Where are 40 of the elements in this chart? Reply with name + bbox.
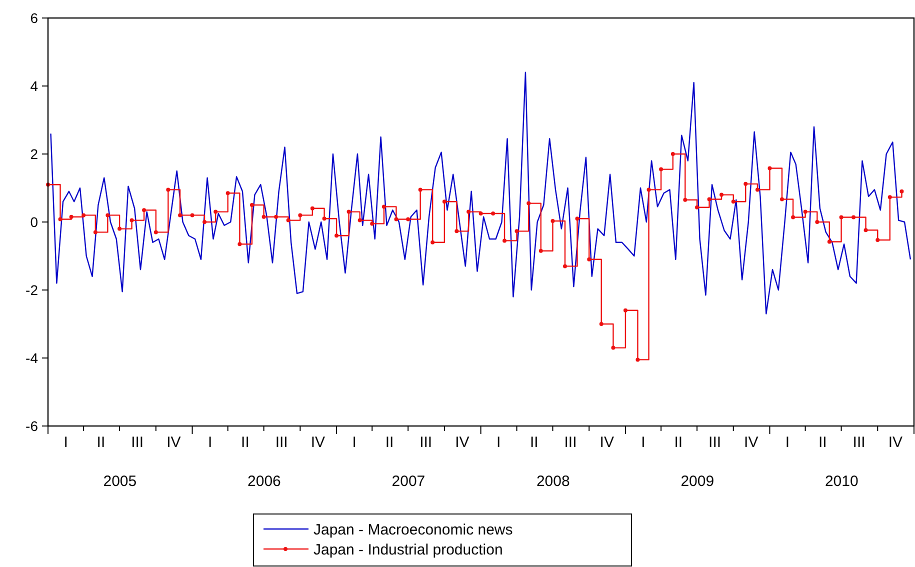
text: III <box>852 434 866 451</box>
text: III <box>564 434 577 451</box>
text: I <box>785 434 790 451</box>
text: IV <box>455 434 470 451</box>
text: I <box>64 434 68 451</box>
legend-label: Japan - Industrial production <box>314 541 503 558</box>
x-tick-label: 2008 <box>536 473 570 490</box>
text: II <box>674 434 683 451</box>
x-tick-label: 2010 <box>824 473 858 490</box>
text: IV <box>310 434 326 451</box>
y-tick-label: -4 <box>26 350 38 366</box>
text: III <box>420 434 432 451</box>
x-tick-label: 2005 <box>103 473 137 490</box>
text: II <box>818 434 827 451</box>
y-tick-label: -6 <box>26 418 38 434</box>
text: I <box>352 434 356 451</box>
text: I <box>641 434 646 451</box>
text: III <box>708 434 722 451</box>
text: IV <box>600 434 614 451</box>
legend-label: Japan - Macroeconomic news <box>314 521 513 538</box>
text: IV <box>166 434 181 451</box>
text: I <box>208 434 212 451</box>
text: II <box>530 434 538 451</box>
y-tick-label: 6 <box>30 10 38 26</box>
x-tick-label: 2009 <box>680 473 714 490</box>
text: II <box>241 434 250 451</box>
line-series <box>50 72 912 314</box>
text: II <box>96 434 106 451</box>
x-tick-label: 2006 <box>248 473 281 490</box>
x-tick-label: 2007 <box>392 473 426 490</box>
y-tick-label: 0 <box>30 214 38 230</box>
text: IV <box>744 434 758 451</box>
y-tick-label: -2 <box>26 282 38 298</box>
text: III <box>131 434 144 451</box>
y-tick-label: 4 <box>30 78 38 94</box>
text: IV <box>888 434 903 451</box>
text: II <box>385 434 394 451</box>
text: I <box>496 434 501 451</box>
text: III <box>275 434 288 451</box>
y-tick-label: 2 <box>30 146 38 162</box>
